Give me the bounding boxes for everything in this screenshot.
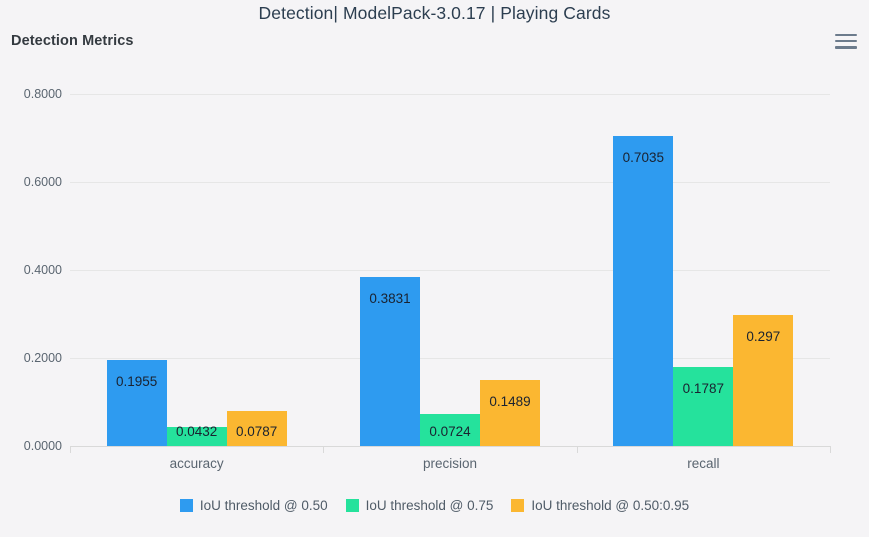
legend-item[interactable]: IoU threshold @ 0.75 bbox=[345, 498, 494, 513]
bar-value-label: 0.3831 bbox=[369, 291, 411, 307]
x-axis-tick bbox=[70, 446, 71, 453]
bar-value-label: 0.297 bbox=[746, 329, 781, 345]
x-axis-category-label: precision bbox=[422, 456, 478, 471]
bar-value-label: 0.0724 bbox=[429, 424, 471, 439]
bar[interactable] bbox=[480, 380, 540, 446]
bar[interactable] bbox=[733, 315, 794, 446]
chart-legend: IoU threshold @ 0.50 IoU threshold @ 0.75… bbox=[0, 498, 869, 513]
bar-chart: 0.0000 0.2000 0.4000 0.6000 0.8000 0.1955 0.0… bbox=[0, 60, 869, 537]
x-axis-category-label: accuracy bbox=[169, 456, 224, 471]
x-axis-tick bbox=[323, 446, 325, 453]
x-axis-category-label: recall bbox=[687, 456, 720, 471]
bar[interactable] bbox=[420, 414, 480, 446]
menu-line bbox=[835, 40, 857, 43]
hamburger-menu-icon[interactable] bbox=[833, 34, 859, 56]
bar[interactable] bbox=[360, 277, 420, 446]
legend-color-swatch bbox=[511, 499, 525, 512]
legend-item[interactable]: IoU threshold @ 0.50:0.95 bbox=[511, 498, 689, 513]
menu-line bbox=[835, 34, 857, 37]
x-axis-line bbox=[70, 446, 830, 447]
plot-area: 0.1955 0.0432 0.0787 0.3831 0.0724 0.1489 0.70… bbox=[70, 94, 830, 447]
legend-color-swatch bbox=[345, 499, 359, 512]
x-axis-tick bbox=[576, 446, 578, 453]
gridline bbox=[70, 182, 830, 183]
card-header: Detection Metrics bbox=[0, 26, 869, 60]
gridline bbox=[70, 270, 830, 271]
legend-label: IoU threshold @ 0.50 bbox=[199, 498, 328, 513]
bar-value-label: 0.1955 bbox=[116, 373, 158, 389]
bar-value-label: 0.0787 bbox=[236, 424, 278, 439]
panel-title: Detection Metrics bbox=[11, 33, 134, 49]
legend-color-swatch bbox=[179, 499, 193, 512]
bar[interactable] bbox=[106, 359, 167, 446]
bar-value-label: 0.0432 bbox=[176, 424, 218, 439]
bar[interactable] bbox=[673, 367, 734, 446]
y-axis-tick-label: 0.0000 bbox=[23, 439, 62, 453]
legend-item[interactable]: IoU threshold @ 0.50 bbox=[179, 498, 328, 513]
detection-metrics-card: Detection Metrics 0.0000 0.2000 0.4000 0.60… bbox=[0, 26, 869, 537]
y-axis-tick-label: 0.8000 bbox=[23, 87, 62, 101]
bar[interactable] bbox=[613, 136, 674, 446]
page-title: Detection| ModelPack-3.0.17 | Playing Ca… bbox=[258, 3, 611, 23]
bar-value-label: 0.1787 bbox=[682, 381, 724, 397]
y-axis-tick-label: 0.4000 bbox=[23, 263, 62, 277]
bar-value-label: 0.1489 bbox=[489, 394, 531, 410]
y-axis-labels: 0.0000 0.2000 0.4000 0.6000 0.8000 bbox=[0, 87, 62, 453]
bar-value-label: 0.7035 bbox=[622, 150, 664, 166]
menu-line bbox=[835, 46, 857, 49]
y-axis-tick-label: 0.2000 bbox=[23, 351, 62, 365]
bar[interactable] bbox=[226, 411, 287, 446]
legend-label: IoU threshold @ 0.75 bbox=[365, 498, 494, 513]
bar[interactable] bbox=[166, 427, 227, 446]
gridline bbox=[70, 94, 830, 95]
x-axis-tick bbox=[830, 446, 831, 453]
gridline bbox=[70, 358, 830, 359]
y-axis-tick-label: 0.6000 bbox=[23, 175, 62, 189]
legend-label: IoU threshold @ 0.50:0.95 bbox=[531, 498, 690, 513]
